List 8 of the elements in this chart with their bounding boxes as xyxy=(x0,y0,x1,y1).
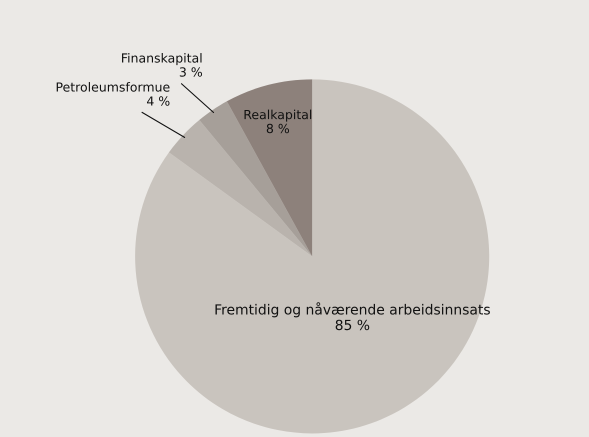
slice-label: Petroleumsformue xyxy=(56,82,170,92)
slice-label: Realkapital xyxy=(244,110,312,122)
slice-label: Finanskapital xyxy=(122,53,202,66)
data-label: 85 % xyxy=(336,320,370,330)
slice-label: Fremtidig og nåværende arbeidsinnsats xyxy=(215,302,490,318)
data-label: 3 % xyxy=(180,67,202,77)
data-label: 4 % xyxy=(147,96,170,106)
data-label: 8 % xyxy=(266,124,290,134)
